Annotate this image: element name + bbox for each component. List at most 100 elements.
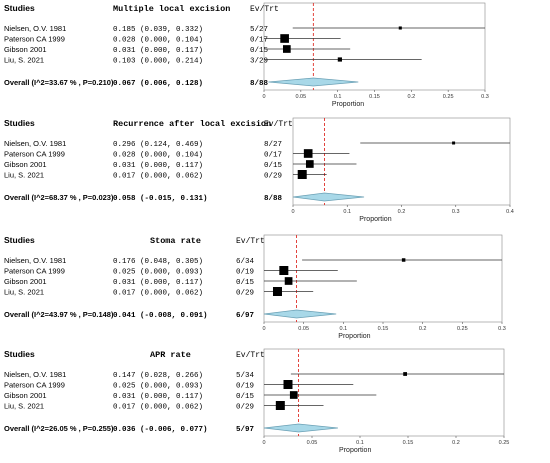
study-name: Paterson CA 1999	[4, 35, 65, 44]
overall-diamond	[292, 192, 365, 202]
evtrt-header: Ev/Trt	[236, 237, 265, 246]
x-axis-label: Proportion	[338, 333, 370, 340]
study-point	[280, 34, 289, 43]
overall-label: Overall (I^2=43.97 % , P=0.148)	[4, 310, 114, 319]
study-name: Gibson 2001	[4, 277, 47, 286]
overall-diamond	[263, 309, 337, 319]
study-estimate-text: 0.017 (0.000, 0.062)	[113, 290, 203, 298]
x-tick-label: 0.25	[457, 326, 468, 332]
study-point	[289, 391, 298, 399]
study-name: Paterson CA 1999	[4, 381, 65, 390]
study-name: Liu, S. 2021	[4, 56, 44, 65]
overall-estimate-text: 0.067 (0.006, 0.128)	[113, 80, 203, 88]
x-tick-label: 0.15	[369, 94, 380, 100]
study-point	[303, 149, 313, 158]
x-tick-label: 0.2	[408, 94, 416, 100]
study-name: Nielsen, O.V. 1981	[4, 370, 66, 379]
overall-estimate-text: 0.058 (-0.015, 0.131)	[113, 195, 208, 203]
study-evtrt: 3/29	[250, 58, 268, 66]
study-point	[272, 287, 282, 296]
overall-estimate-text: 0.041 (-0.008, 0.091)	[113, 312, 208, 320]
x-axis-label: Proportion	[332, 101, 364, 108]
evtrt-header: Ev/Trt	[236, 351, 265, 360]
study-point	[337, 57, 342, 62]
study-estimate-text: 0.028 (0.000, 0.104)	[113, 37, 203, 45]
overall-diamond	[263, 423, 338, 433]
study-estimate-text: 0.296 (0.124, 0.469)	[113, 141, 203, 149]
study-estimate-text: 0.025 (0.000, 0.093)	[113, 269, 203, 277]
study-estimate-text: 0.017 (0.000, 0.062)	[113, 404, 203, 412]
study-name: Nielsen, O.V. 1981	[4, 256, 66, 265]
study-evtrt: 0/19	[236, 383, 254, 391]
study-name: Nielsen, O.V. 1981	[4, 139, 66, 148]
x-tick-label: 0.3	[452, 209, 460, 215]
study-name: Paterson CA 1999	[4, 150, 65, 159]
x-tick-label: 0.25	[499, 440, 510, 446]
x-tick-label: 0.15	[378, 326, 389, 332]
study-evtrt: 0/15	[250, 47, 269, 55]
study-point	[452, 141, 456, 145]
study-estimate-text: 0.028 (0.000, 0.104)	[113, 152, 203, 160]
x-tick-label: 0	[291, 209, 294, 215]
x-tick-label: 0.1	[340, 326, 348, 332]
study-point	[284, 277, 293, 285]
plot-frame	[292, 117, 511, 206]
x-tick-label: 0	[262, 440, 265, 446]
x-tick-label: 0.15	[403, 440, 414, 446]
study-estimate-text: 0.185 (0.039, 0.332)	[113, 26, 203, 34]
x-axis-label: Proportion	[359, 216, 391, 223]
forest-panel-2: Studies Recurrence after local excisionEv…	[4, 117, 514, 223]
study-name: Liu, S. 2021	[4, 288, 44, 297]
overall-diamond	[268, 77, 359, 87]
study-estimate-text: 0.031 (0.000, 0.117)	[113, 162, 203, 170]
study-name: Paterson CA 1999	[4, 267, 65, 276]
study-estimate-text: 0.025 (0.000, 0.093)	[113, 383, 203, 391]
study-evtrt: 6/34	[236, 258, 255, 266]
overall-label: Overall (I^2=68.37 % , P=0.023)	[4, 193, 114, 202]
evtrt-header: Ev/Trt	[264, 120, 293, 129]
x-tick-label: 0.05	[298, 326, 309, 332]
study-estimate-text: 0.031 (0.000, 0.117)	[113, 47, 203, 55]
x-tick-label: 0.2	[398, 209, 406, 215]
x-tick-label: 0.2	[452, 440, 460, 446]
study-point	[283, 380, 293, 389]
study-point	[297, 170, 307, 179]
x-tick-label: 0.1	[334, 94, 342, 100]
panel-title: APR rate	[150, 350, 191, 360]
studies-header: Studies	[4, 349, 35, 359]
overall-label: Overall (I^2=26.05 % , P=0.255)	[4, 424, 114, 433]
study-estimate-text: 0.176 (0.048, 0.305)	[113, 258, 203, 266]
study-point	[275, 401, 285, 410]
plot-frame	[263, 348, 505, 437]
study-evtrt: 0/29	[236, 404, 254, 412]
x-tick-label: 0.3	[481, 94, 489, 100]
study-evtrt: 0/29	[264, 173, 282, 181]
plot-frame	[263, 234, 503, 323]
x-tick-label: 0.05	[295, 94, 306, 100]
studies-header: Studies	[4, 3, 35, 13]
study-name: Liu, S. 2021	[4, 402, 44, 411]
study-evtrt: 5/34	[236, 372, 255, 380]
study-estimate-text: 0.031 (0.000, 0.117)	[113, 393, 203, 401]
study-evtrt: 0/15	[236, 393, 255, 401]
studies-header: Studies	[4, 235, 35, 245]
study-estimate-text: 0.017 (0.000, 0.062)	[113, 173, 203, 181]
x-tick-label: 0.1	[356, 440, 364, 446]
study-evtrt: 0/29	[236, 290, 254, 298]
x-tick-label: 0	[262, 94, 265, 100]
x-tick-label: 0.05	[307, 440, 318, 446]
study-evtrt: 8/27	[264, 141, 282, 149]
x-tick-label: 0.3	[498, 326, 506, 332]
x-tick-label: 0.1	[343, 209, 351, 215]
study-evtrt: 5/27	[250, 26, 268, 34]
overall-evtrt: 8/88	[250, 80, 269, 88]
study-estimate-text: 0.031 (0.000, 0.117)	[113, 279, 203, 287]
study-evtrt: 0/19	[236, 269, 254, 277]
study-point	[282, 45, 291, 53]
x-tick-label: 0	[262, 326, 265, 332]
study-name: Gibson 2001	[4, 391, 47, 400]
overall-evtrt: 6/97	[236, 312, 254, 320]
overall-evtrt: 8/88	[264, 195, 283, 203]
forest-panel-3: Studies Stoma rate Ev/Trt Nielsen, O.V. 198…	[4, 234, 506, 340]
study-point	[279, 266, 289, 275]
